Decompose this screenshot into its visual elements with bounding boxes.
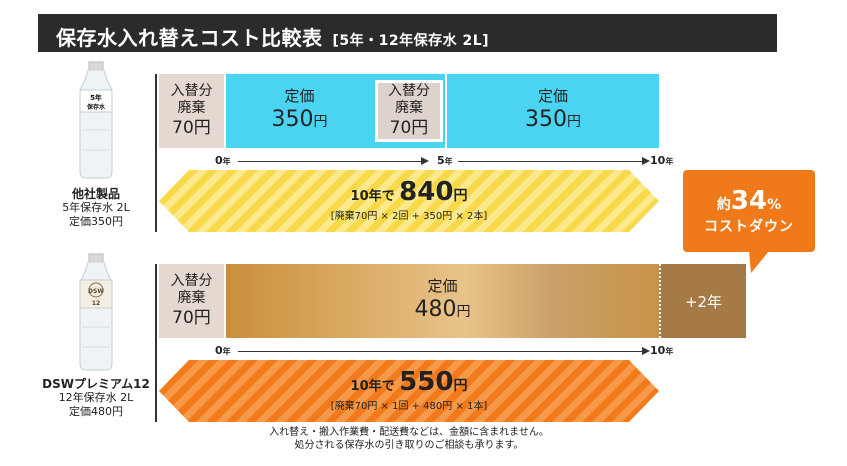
- dsw-price: 定価 480円: [226, 264, 659, 338]
- timeline-other-0-value: 0: [215, 154, 223, 167]
- timeline-dsw-10-value: 10: [650, 344, 666, 357]
- bottle-dsw-image: DSW 12: [79, 253, 113, 371]
- timeline-other-arrowhead-2: [642, 157, 650, 165]
- banner-dsw-detail: [廃棄70円 × 1回 + 480円 × 1本]: [330, 400, 488, 412]
- dsw-price-label: 定価: [427, 277, 458, 295]
- badge-prefix: 約: [716, 197, 731, 213]
- badge-label: コストダウン: [704, 219, 794, 235]
- timeline-dsw-10-unit: 年: [665, 347, 674, 356]
- bottle-dsw-logo: DSW: [88, 288, 104, 295]
- bottle-other-label-2: 保存水: [86, 103, 106, 111]
- product-other-name: 他社製品: [71, 187, 120, 201]
- other-price-2: 定価 350円: [447, 74, 659, 148]
- timeline-other-10-value: 10: [650, 154, 666, 167]
- banner-dsw-amount: 550: [399, 366, 454, 397]
- timeline-dsw-0: 0年: [215, 344, 231, 357]
- product-other-price: 定価350円: [69, 215, 123, 228]
- product-dsw-desc: 12年保存水 2L: [58, 391, 134, 404]
- dsw-price-unit: 円: [456, 304, 471, 320]
- other-dispose-1: 入替分 廃棄 70円: [159, 74, 224, 148]
- banner-dsw-unit: 円: [453, 377, 468, 394]
- footnote-line-1: 入れ替え・搬入作業費・配送費などは、金額に含まれません。: [269, 427, 549, 438]
- timeline-other-5-value: 5: [437, 154, 445, 167]
- banner-dsw-shape: [159, 360, 659, 422]
- footnote: 入れ替え・搬入作業費・配送費などは、金額に含まれません。 処分される保存水の引き…: [159, 426, 659, 452]
- banner-other-amount: 840: [399, 176, 454, 207]
- other-dispose-2-label: 入替分: [388, 83, 430, 99]
- other-price-2-unit: 円: [567, 114, 581, 130]
- timeline-other-0-unit: 年: [222, 157, 231, 166]
- timeline-other-5-unit: 年: [444, 157, 453, 166]
- banner-other-detail: [廃棄70円 × 2回 + 350円 × 2本]: [330, 210, 488, 222]
- badge-pointer: [749, 251, 769, 273]
- other-dispose-2: 入替分 廃棄 70円: [375, 80, 443, 142]
- title-main: 保存水入れ替えコスト比較表: [56, 26, 323, 50]
- banner-other-unit: 円: [453, 187, 468, 204]
- timeline-other-arrow-2: [458, 161, 644, 162]
- product-dsw-name: DSWプレミアム12: [42, 377, 150, 391]
- other-price-2-value: 350: [525, 107, 567, 132]
- timeline-dsw-0-value: 0: [215, 344, 223, 357]
- banner-other: 10年で 840円 [廃棄70円 × 2回 + 350円 × 2本]: [159, 170, 659, 232]
- timeline-dsw-arrowhead: [642, 347, 650, 355]
- badge-percent: 34: [730, 186, 768, 216]
- timeline-other-10-unit: 年: [665, 157, 674, 166]
- page-title: 保存水入れ替えコスト比較表 [5年・12年保存水 2L]: [56, 22, 489, 51]
- dsw-dispose-value: 70円: [172, 308, 211, 328]
- axis-line-dsw: [155, 264, 157, 422]
- other-price-1-value: 350: [271, 107, 314, 132]
- timeline-other-arrowhead-1: [421, 157, 429, 165]
- timeline-other-0: 0年: [215, 154, 231, 167]
- dsw-dispose: 入替分 廃棄 70円: [159, 264, 224, 338]
- timeline-dsw-arrow: [238, 351, 644, 352]
- other-dispose-1-label: 入替分: [170, 83, 213, 99]
- dsw-extra-label: +2年: [684, 292, 723, 311]
- other-price-2-label: 定価: [537, 87, 568, 105]
- dsw-dispose-label: 入替分: [170, 273, 213, 289]
- footnote-line-2: 処分される保存水の引き取りのご相談も承ります。: [294, 440, 524, 451]
- badge-pct-sign: %: [767, 197, 782, 213]
- other-dispose-1-value: 70円: [172, 118, 211, 138]
- title-sub: [5年・12年保存水 2L]: [332, 33, 490, 49]
- banner-dsw-prefix: 10年で: [350, 378, 395, 394]
- dsw-price-value: 480: [414, 297, 457, 322]
- other-dispose-2-label2: 廃棄: [395, 100, 423, 116]
- other-dispose-2-value: 70円: [389, 118, 429, 138]
- timeline-other-10: 10年: [650, 154, 673, 167]
- other-price-1-label: 定価: [284, 87, 315, 105]
- dsw-extra-years: +2年: [659, 264, 746, 338]
- product-other-label: 他社製品 5年保存水 2L 定価350円: [42, 187, 150, 229]
- banner-dsw: 10年で 550円 [廃棄70円 × 1回 + 480円 × 1本]: [159, 360, 659, 422]
- other-price-1-unit: 円: [313, 114, 328, 130]
- bottle-other-label-1: 5年: [90, 93, 102, 102]
- other-price-1: 定価 350円: [226, 74, 373, 148]
- product-dsw-label: DSWプレミアム12 12年保存水 2L 定価480円: [34, 377, 158, 419]
- dsw-dispose-label2: 廃棄: [177, 290, 206, 306]
- axis-line-other: [155, 74, 157, 232]
- banner-other-prefix: 10年で: [350, 188, 395, 204]
- timeline-other-arrow-1: [238, 161, 423, 162]
- product-other-desc: 5年保存水 2L: [62, 201, 130, 214]
- other-dispose-1-label2: 廃棄: [177, 100, 206, 116]
- timeline-other-5: 5年: [437, 154, 453, 167]
- cost-down-badge: 約34% コストダウン: [683, 170, 815, 252]
- product-dsw-price: 定価480円: [69, 405, 123, 418]
- bottle-dsw-number: 12: [92, 300, 100, 307]
- banner-other-shape: [159, 170, 659, 232]
- title-bar: [38, 14, 777, 52]
- timeline-dsw-10: 10年: [650, 344, 673, 357]
- bottle-other-image: 5年 保存水: [79, 61, 113, 179]
- timeline-dsw-0-unit: 年: [222, 347, 231, 356]
